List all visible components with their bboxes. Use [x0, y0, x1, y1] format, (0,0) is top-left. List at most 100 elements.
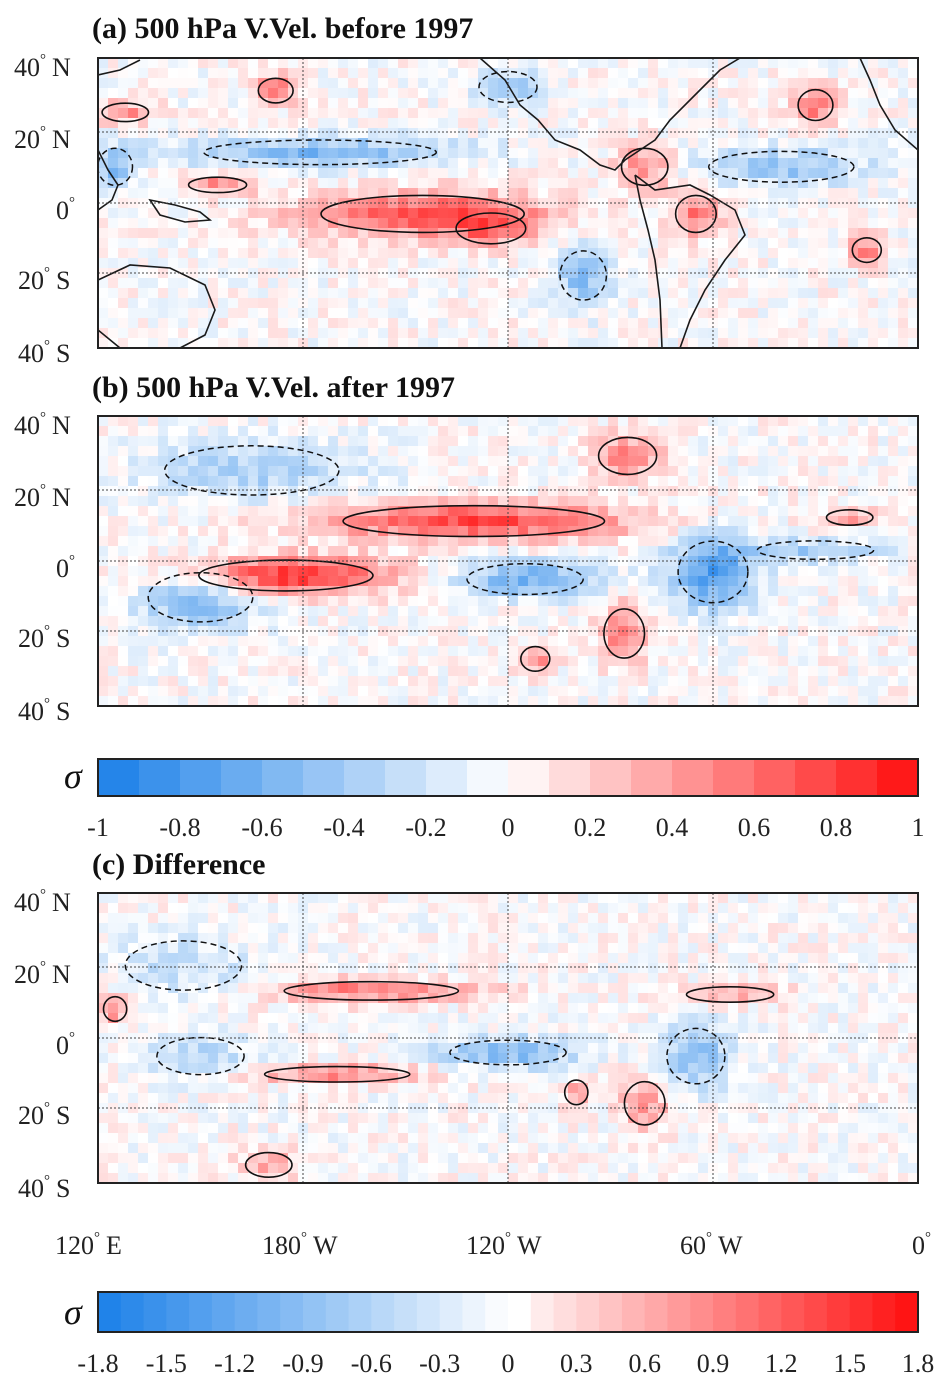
heatmap-cell — [138, 893, 149, 904]
heatmap-cell — [818, 516, 829, 527]
heatmap-cell — [888, 178, 899, 189]
heatmap-cell — [678, 696, 689, 706]
heatmap-cell — [318, 318, 329, 329]
heatmap-cell — [208, 506, 219, 517]
heatmap-cell — [318, 486, 329, 497]
panel-c-heatmap — [98, 893, 918, 1183]
heatmap-cell — [298, 566, 309, 577]
heatmap-cell — [878, 656, 889, 667]
heatmap-cell — [368, 416, 379, 427]
heatmap-cell — [828, 646, 839, 657]
heatmap-cell — [868, 298, 879, 309]
heatmap-cell — [228, 178, 239, 189]
heatmap-cell — [678, 496, 689, 507]
heatmap-cell — [98, 178, 109, 189]
heatmap-cell — [878, 446, 889, 457]
heatmap-cell — [658, 446, 669, 457]
heatmap-cell — [118, 656, 129, 667]
heatmap-cell — [728, 328, 739, 339]
heatmap-cell — [758, 616, 769, 627]
heatmap-cell — [138, 646, 149, 657]
heatmap-cell — [448, 178, 459, 189]
heatmap-cell — [688, 656, 699, 667]
heatmap-cell — [878, 228, 889, 239]
heatmap-cell — [398, 328, 409, 339]
heatmap-cell — [148, 1063, 159, 1074]
heatmap-cell — [358, 696, 369, 706]
heatmap-cell — [848, 308, 859, 319]
heatmap-cell — [738, 486, 749, 497]
heatmap-cell — [558, 58, 569, 69]
heatmap-cell — [548, 636, 559, 647]
heatmap-cell — [648, 676, 659, 687]
heatmap-cell — [338, 298, 349, 309]
heatmap-cell — [598, 586, 609, 597]
heatmap-cell — [208, 686, 219, 697]
heatmap-cell — [798, 606, 809, 617]
heatmap-cell — [848, 626, 859, 637]
heatmap-cell — [748, 546, 759, 557]
heatmap-cell — [798, 338, 809, 348]
heatmap-cell — [268, 318, 279, 329]
heatmap-cell — [108, 1013, 119, 1024]
heatmap-cell — [828, 228, 839, 239]
heatmap-cell — [868, 128, 879, 139]
heatmap-cell — [368, 606, 379, 617]
heatmap-cell — [688, 78, 699, 89]
heatmap-cell — [338, 108, 349, 119]
heatmap-cell — [458, 446, 469, 457]
heatmap-cell — [188, 656, 199, 667]
heatmap-cell — [578, 118, 589, 129]
heatmap-cell — [598, 278, 609, 289]
heatmap-cell — [888, 198, 899, 209]
heatmap-cell — [728, 566, 739, 577]
heatmap-cell — [658, 686, 669, 697]
heatmap-cell — [98, 893, 109, 904]
heatmap-cell — [278, 88, 289, 99]
heatmap-cell — [498, 546, 509, 557]
heatmap-cell — [658, 148, 669, 159]
heatmap-cell — [628, 506, 639, 517]
heatmap-cell — [338, 138, 349, 149]
heatmap-cell — [458, 476, 469, 487]
heatmap-cell — [588, 258, 599, 269]
heatmap-cell — [698, 78, 709, 89]
heatmap-cell — [408, 566, 419, 577]
heatmap-cell — [158, 496, 169, 507]
heatmap-cell — [338, 148, 349, 159]
heatmap-cell — [328, 456, 339, 467]
heatmap-cell — [308, 456, 319, 467]
heatmap-cell — [188, 88, 199, 99]
heatmap-cell — [248, 188, 259, 199]
heatmap-cell — [418, 516, 429, 527]
heatmap-cell — [538, 616, 549, 627]
heatmap-cell — [198, 446, 209, 457]
heatmap-cell — [528, 676, 539, 687]
heatmap-cell — [178, 288, 189, 299]
heatmap-cell — [98, 228, 109, 239]
heatmap-cell — [908, 58, 918, 69]
heatmap-cell — [328, 426, 339, 437]
heatmap-cell — [158, 696, 169, 706]
heatmap-cell — [118, 1143, 129, 1154]
heatmap-cell — [98, 476, 109, 487]
heatmap-cell — [478, 328, 489, 339]
heatmap-cell — [578, 526, 589, 537]
heatmap-cell — [108, 288, 119, 299]
heatmap-cell — [878, 676, 889, 687]
heatmap-cell — [718, 546, 729, 557]
heatmap-cell — [558, 258, 569, 269]
heatmap-cell — [868, 526, 879, 537]
heatmap-cell — [828, 456, 839, 467]
heatmap-cell — [158, 78, 169, 89]
heatmap-cell — [148, 1043, 159, 1054]
heatmap-cell — [538, 308, 549, 319]
heatmap-cell — [168, 268, 179, 279]
heatmap-cell — [148, 933, 159, 944]
heatmap-cell — [408, 108, 419, 119]
heatmap-cell — [658, 308, 669, 319]
heatmap-cell — [778, 118, 789, 129]
heatmap-cell — [268, 466, 279, 477]
heatmap-cell — [268, 536, 279, 547]
heatmap-cell — [418, 446, 429, 457]
